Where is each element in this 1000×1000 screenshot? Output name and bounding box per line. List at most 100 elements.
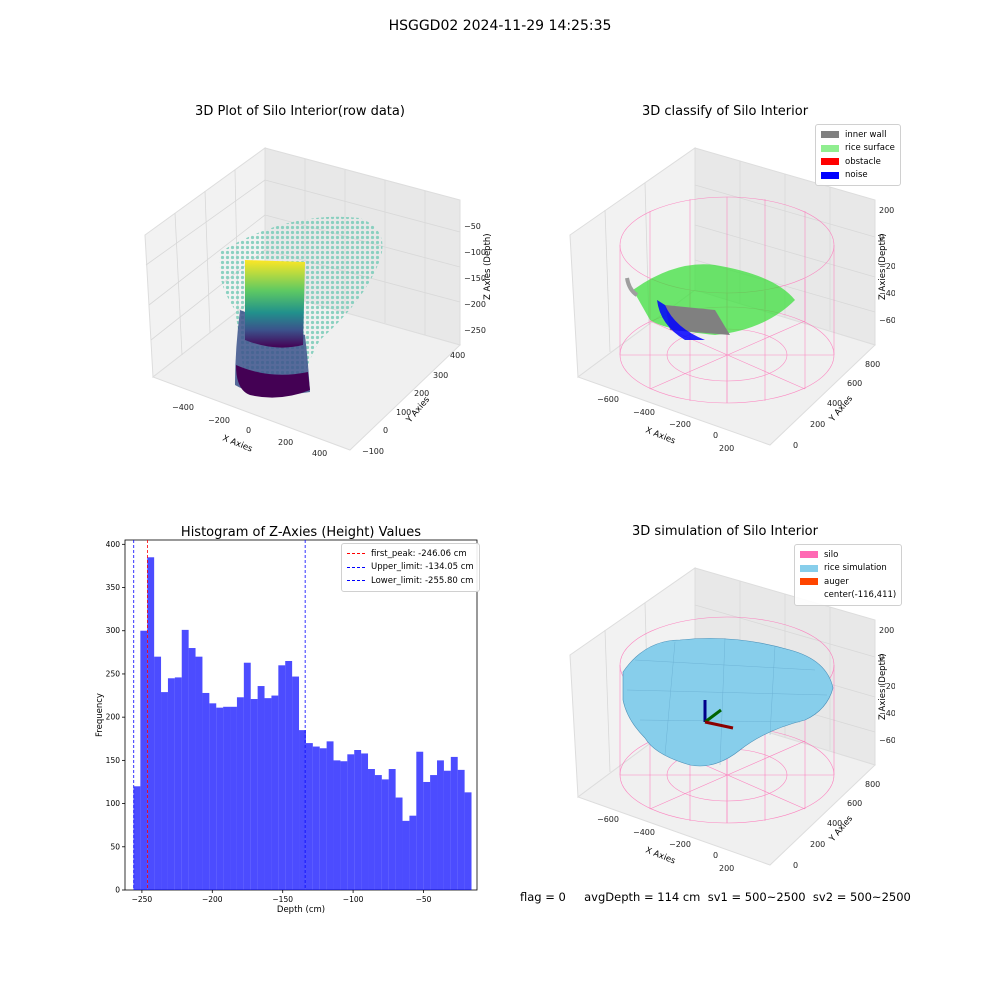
sim-xtick-3: 0: [713, 851, 718, 860]
raw-3d-plot: −400 −200 0 200 400 −100 0 100 200 300 4…: [144, 147, 493, 458]
raw-ytick-2: 100: [396, 408, 411, 417]
histogram-bar: [230, 706, 237, 890]
cls-ztick-4: −600: [879, 316, 895, 325]
x-tick-label: −250: [132, 895, 153, 904]
cls-ytick-2: 400: [827, 399, 842, 408]
sim-ztick-3: −400: [879, 709, 895, 718]
legend-item-silo: silo: [800, 548, 896, 562]
figure-title: HSGGD02 2024-11-29 14:25:35: [388, 18, 612, 34]
raw-ztick-2: −150: [464, 274, 486, 283]
histogram-bar: [361, 753, 369, 890]
simulation-legend: silo rice simulation auger center(-116,4…: [794, 544, 903, 606]
cls-ytick-3: 600: [847, 379, 862, 388]
legend-item-auger: auger: [800, 575, 896, 589]
simulation-plot-title: 3D simulation of Silo Interior: [632, 524, 818, 539]
x-tick-label: −50: [416, 895, 432, 904]
legend-label: rice surface: [845, 143, 895, 154]
legend-item-noise: noise: [821, 169, 895, 183]
sim-ytick-1: 200: [810, 840, 825, 849]
raw-xtick-4: 400: [312, 449, 327, 458]
raw-zlabel: Z Axies (Depth): [483, 233, 493, 300]
histogram-bar: [264, 698, 272, 890]
auger-axes: [703, 700, 734, 730]
raw-ytick-0: −100: [362, 447, 384, 456]
cls-xtick-3: 0: [713, 431, 718, 440]
legend-label: auger: [824, 576, 849, 587]
cls-ytick-4: 800: [865, 360, 880, 369]
legend-label: noise: [845, 170, 868, 181]
raw-xlabel: X Axies: [221, 434, 254, 455]
legend-swatch: [800, 564, 818, 572]
cls-xtick-0: −600: [597, 395, 619, 404]
rice-simulation-surface: [622, 638, 834, 767]
histogram-bar: [457, 769, 465, 890]
raw-ztick-4: −250: [464, 326, 486, 335]
histogram-bar: [292, 676, 300, 890]
histogram-bar: [374, 775, 382, 890]
inner-wall-edge: [625, 277, 639, 297]
y-tick-label: 100: [106, 799, 121, 808]
histogram-bar: [250, 699, 258, 890]
histogram-bar: [133, 786, 141, 890]
cls-xtick-4: 200: [719, 444, 734, 453]
legend-label: silo: [824, 549, 839, 560]
raw-ztick-3: −200: [464, 300, 486, 309]
raw-ytick-5: 400: [450, 351, 465, 360]
sim-ztick-1: 0: [879, 653, 884, 662]
histogram-bar: [174, 677, 182, 890]
sim-xtick-0: −600: [597, 815, 619, 824]
point-cloud-bottom: [236, 365, 310, 398]
histogram-bar: [402, 820, 410, 890]
raw-xtick-1: −200: [208, 416, 230, 425]
legend-label: center(-116,411): [824, 590, 897, 601]
histogram-bar: [388, 769, 396, 890]
histogram-bar: [416, 751, 424, 890]
legend-item-rice-simulation: rice simulation: [800, 562, 896, 576]
histogram-bars: [133, 557, 472, 890]
y-tick-label: 350: [106, 583, 121, 592]
legend-swatch: [821, 158, 839, 166]
cls-ytick-0: 0: [793, 441, 798, 450]
legend-label: rice simulation: [824, 563, 887, 574]
legend-swatch: [821, 144, 839, 152]
y-tick-label: 250: [106, 669, 121, 678]
histogram-bar: [312, 746, 320, 890]
sim-ytick-3: 600: [847, 799, 862, 808]
histogram-bar: [216, 707, 224, 890]
sim-xtick-1: −400: [633, 828, 655, 837]
histogram-bar: [202, 692, 210, 890]
histogram-bar: [395, 797, 403, 890]
histogram-bar: [333, 760, 341, 890]
raw-plot-title: 3D Plot of Silo Interior(row data): [195, 104, 405, 119]
rice-mesh: [626, 637, 828, 766]
legend-label: Lower_limit: -255.80 cm: [371, 575, 474, 586]
x-tick-label: −200: [202, 895, 223, 904]
reference-lines: [133, 540, 306, 890]
legend-item-center: center(-116,411): [800, 589, 896, 603]
histogram-bar: [326, 741, 334, 890]
histogram-bar: [305, 743, 313, 890]
cls-ztick-2: −200: [879, 262, 895, 271]
histogram-bar: [161, 692, 168, 890]
classify-plot-title: 3D classify of Silo Interior: [641, 104, 809, 119]
histogram-bar: [347, 754, 355, 890]
legend-swatch: [347, 566, 365, 568]
histogram-bar: [423, 781, 431, 890]
sim-xtick-2: −200: [669, 840, 691, 849]
y-axis-label: Frequency: [95, 693, 105, 737]
legend-item-inner-wall: inner wall: [821, 128, 895, 142]
histogram-bar: [278, 665, 286, 890]
histogram-bar: [181, 629, 189, 890]
histogram-bar: [368, 769, 375, 890]
histogram-bar: [354, 750, 362, 890]
legend-label: obstacle: [845, 156, 881, 167]
histogram-bar: [299, 730, 306, 890]
histogram-bar: [443, 770, 451, 890]
sim-ztick-2: −200: [879, 682, 895, 691]
histogram-bar: [285, 660, 293, 890]
legend-item-lower-limit: Lower_limit: -255.80 cm: [347, 574, 474, 588]
classify-3d-plot: −600 −400 −200 0 200 0 200 400 600 800 2…: [569, 147, 895, 453]
sim-xtick-4: 200: [719, 864, 734, 873]
cls-ztick-0: 200: [879, 206, 894, 215]
histogram-bar: [195, 656, 203, 890]
